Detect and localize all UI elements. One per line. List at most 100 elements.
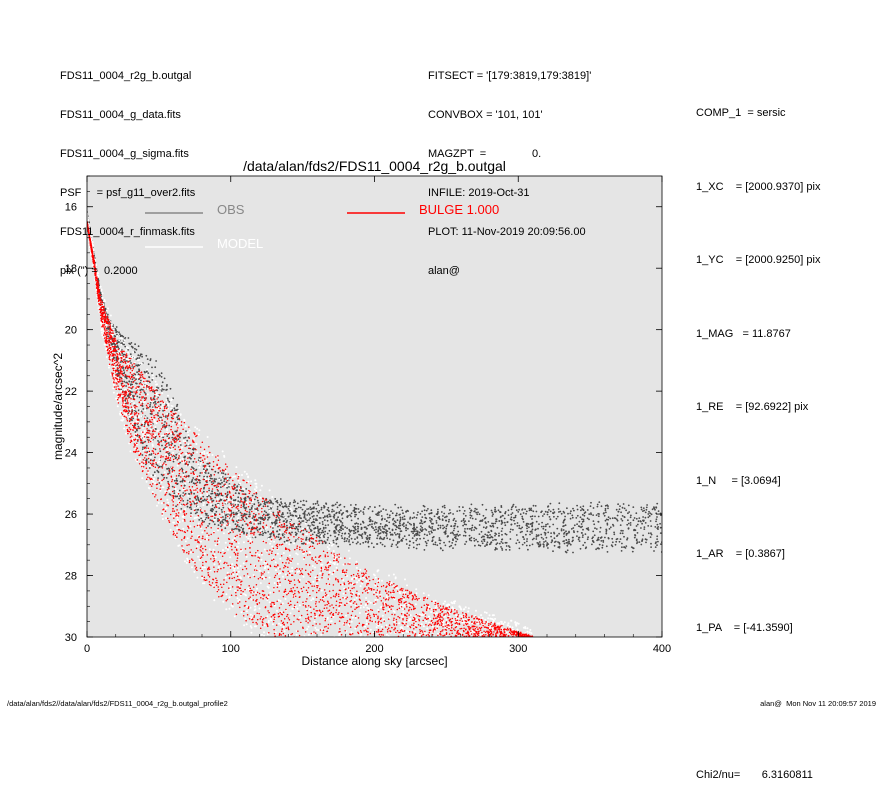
data-point: [295, 524, 298, 527]
data-point: [573, 531, 575, 534]
data-point: [623, 546, 626, 548]
data-point: [198, 458, 201, 461]
data-point: [141, 477, 144, 480]
data-point: [334, 530, 336, 533]
data-point: [632, 547, 635, 550]
data-point: [541, 515, 544, 517]
data-point: [320, 633, 323, 636]
data-point: [481, 617, 484, 620]
data-point: [278, 538, 281, 541]
data-point: [605, 532, 608, 535]
data-point: [171, 442, 174, 445]
data-point: [118, 339, 121, 342]
data-point: [500, 623, 503, 625]
data-point: [521, 543, 524, 546]
data-point: [279, 531, 282, 534]
data-point: [656, 516, 658, 518]
data-point: [337, 545, 340, 548]
data-point: [417, 511, 419, 514]
data-point: [167, 439, 170, 442]
data-point: [354, 538, 356, 540]
data-point: [468, 534, 471, 537]
data-point: [346, 527, 348, 530]
data-point: [222, 518, 225, 521]
data-point: [254, 608, 257, 611]
data-point: [462, 524, 464, 527]
data-point: [644, 516, 647, 519]
data-point: [399, 522, 401, 525]
data-point: [276, 501, 279, 504]
data-point: [309, 551, 312, 554]
data-point: [280, 502, 283, 505]
data-point: [209, 477, 212, 480]
data-point: [391, 533, 394, 536]
data-point: [267, 500, 270, 503]
data-point: [139, 354, 142, 357]
data-point: [586, 509, 589, 511]
data-point: [432, 641, 434, 643]
data-point: [648, 515, 651, 517]
data-point: [642, 519, 644, 522]
data-point: [167, 480, 170, 483]
data-point: [302, 552, 305, 555]
data-point: [149, 455, 152, 458]
data-point: [119, 361, 122, 363]
data-point: [185, 444, 188, 447]
data-point: [382, 508, 385, 510]
data-point: [341, 517, 344, 520]
data-point: [512, 503, 515, 506]
data-point: [186, 439, 189, 442]
data-point: [260, 484, 263, 487]
data-point: [273, 540, 276, 543]
data-point: [439, 542, 441, 545]
data-point: [169, 387, 172, 390]
data-point: [373, 591, 376, 594]
data-point: [421, 641, 423, 643]
data-point: [184, 425, 187, 428]
data-point: [237, 492, 240, 495]
data-point: [356, 581, 359, 584]
data-point: [137, 345, 140, 348]
data-point: [326, 639, 328, 641]
data-point: [228, 506, 231, 509]
data-point: [306, 527, 309, 529]
data-point: [116, 335, 119, 337]
data-point: [492, 522, 495, 525]
data-point: [202, 499, 204, 502]
data-point: [159, 450, 162, 453]
data-point: [407, 510, 409, 512]
data-point: [176, 490, 179, 492]
data-point: [583, 514, 586, 517]
data-point: [656, 535, 659, 538]
data-point: [500, 530, 503, 532]
data-point: [294, 638, 296, 640]
data-point: [277, 525, 279, 528]
data-point: [171, 472, 174, 475]
data-point: [176, 495, 179, 498]
data-point: [338, 512, 341, 514]
data-point: [132, 366, 135, 368]
data-point: [217, 524, 220, 526]
data-point: [509, 538, 512, 540]
data-point: [408, 644, 410, 646]
data-point: [157, 387, 160, 389]
data-point: [640, 543, 643, 546]
data-point: [405, 543, 408, 545]
data-point: [207, 454, 210, 457]
data-point: [155, 375, 158, 378]
data-point: [626, 523, 629, 526]
data-point: [217, 503, 220, 506]
data-point: [416, 538, 418, 540]
data-point: [343, 540, 346, 543]
data-point: [383, 545, 386, 548]
data-point: [454, 543, 457, 546]
data-point: [206, 462, 209, 465]
data-point: [560, 512, 563, 515]
data-point: [491, 618, 494, 621]
data-point: [152, 402, 155, 404]
data-point: [338, 607, 341, 610]
data-point: [100, 329, 103, 332]
data-point: [395, 533, 397, 536]
data-point: [247, 537, 250, 540]
data-point: [425, 517, 428, 520]
